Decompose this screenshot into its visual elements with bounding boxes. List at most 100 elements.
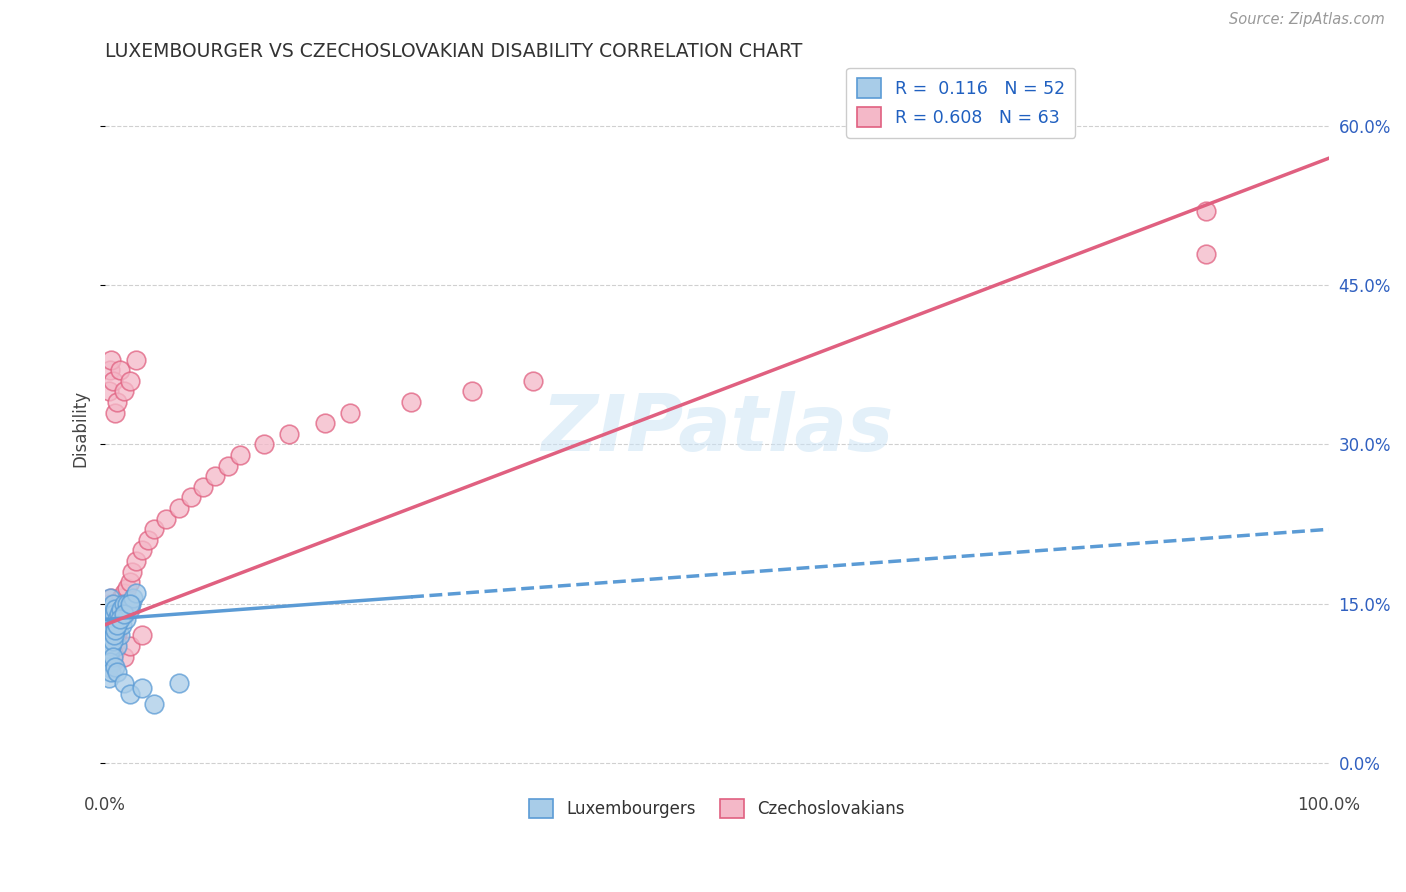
Point (100, 639, 122, 653)
Point (1195, 246, 1218, 260)
Point (108, 612, 131, 626)
Point (98, 363, 121, 377)
Point (104, 607, 127, 621)
Point (100, 623, 122, 637)
Point (107, 395, 129, 409)
Point (97, 660, 120, 674)
Point (107, 617, 129, 632)
Point (112, 607, 135, 621)
Point (97, 628, 120, 642)
Point (101, 612, 124, 626)
Point (277, 426, 299, 441)
Point (107, 639, 129, 653)
Point (121, 565, 143, 579)
Point (97, 649, 120, 664)
Point (104, 660, 127, 674)
Point (101, 374, 124, 388)
Point (339, 406, 361, 420)
Point (100, 633, 122, 648)
Point (167, 676, 190, 690)
Point (107, 665, 129, 680)
Point (112, 597, 135, 611)
Point (110, 591, 132, 606)
Point (118, 575, 141, 590)
Point (98, 628, 121, 642)
Point (314, 417, 336, 431)
Point (98, 617, 121, 632)
Point (107, 612, 129, 626)
Point (110, 602, 132, 616)
Point (100, 612, 122, 626)
Point (104, 644, 127, 658)
Point (97, 617, 120, 632)
Point (100, 352, 122, 367)
Point (104, 602, 127, 616)
Point (131, 628, 153, 642)
Point (97, 602, 120, 616)
Point (101, 628, 124, 642)
Point (522, 374, 544, 388)
Point (107, 607, 129, 621)
Point (125, 586, 148, 600)
Point (103, 628, 125, 642)
Point (108, 628, 131, 642)
Point (98, 639, 121, 653)
Point (217, 458, 239, 473)
Point (98, 607, 121, 621)
Point (118, 597, 141, 611)
Point (98, 655, 121, 669)
Point (143, 522, 166, 536)
Point (97, 384, 120, 399)
Point (107, 633, 129, 648)
Point (131, 681, 153, 696)
Point (118, 374, 141, 388)
Point (98, 591, 121, 606)
Point (114, 607, 136, 621)
Point (103, 628, 125, 642)
Point (100, 607, 122, 621)
Point (104, 406, 127, 420)
Point (180, 491, 202, 505)
Point (115, 597, 138, 611)
Point (191, 480, 214, 494)
Point (114, 597, 136, 611)
Point (103, 617, 125, 632)
Point (155, 511, 177, 525)
Point (115, 581, 138, 595)
Point (98, 649, 121, 664)
Point (131, 543, 153, 558)
Point (107, 628, 129, 642)
Point (100, 639, 122, 653)
Point (100, 665, 122, 680)
Point (105, 623, 128, 637)
Point (125, 352, 148, 367)
Point (97, 671, 120, 685)
Point (167, 501, 190, 516)
Point (122, 591, 145, 606)
Point (101, 633, 124, 648)
Text: LUXEMBOURGER VS CZECHOSLOVAKIAN DISABILITY CORRELATION CHART: LUXEMBOURGER VS CZECHOSLOVAKIAN DISABILI… (105, 42, 803, 61)
Point (204, 469, 226, 483)
Point (399, 395, 422, 409)
Point (125, 554, 148, 568)
Point (229, 448, 252, 462)
Point (108, 607, 131, 621)
Point (118, 639, 141, 653)
Point (253, 437, 276, 451)
Legend: Luxembourgers, Czechoslovakians: Luxembourgers, Czechoslovakians (523, 792, 911, 825)
Point (101, 655, 124, 669)
Point (136, 533, 159, 547)
Point (97, 660, 120, 674)
Point (118, 687, 141, 701)
Point (97, 639, 120, 653)
Point (105, 612, 128, 626)
Point (98, 644, 121, 658)
Point (108, 363, 131, 377)
Y-axis label: Disability: Disability (72, 390, 89, 467)
Point (107, 597, 129, 611)
Point (111, 617, 134, 632)
Point (1195, 204, 1218, 219)
Point (120, 597, 142, 611)
Point (107, 602, 129, 616)
Point (103, 597, 125, 611)
